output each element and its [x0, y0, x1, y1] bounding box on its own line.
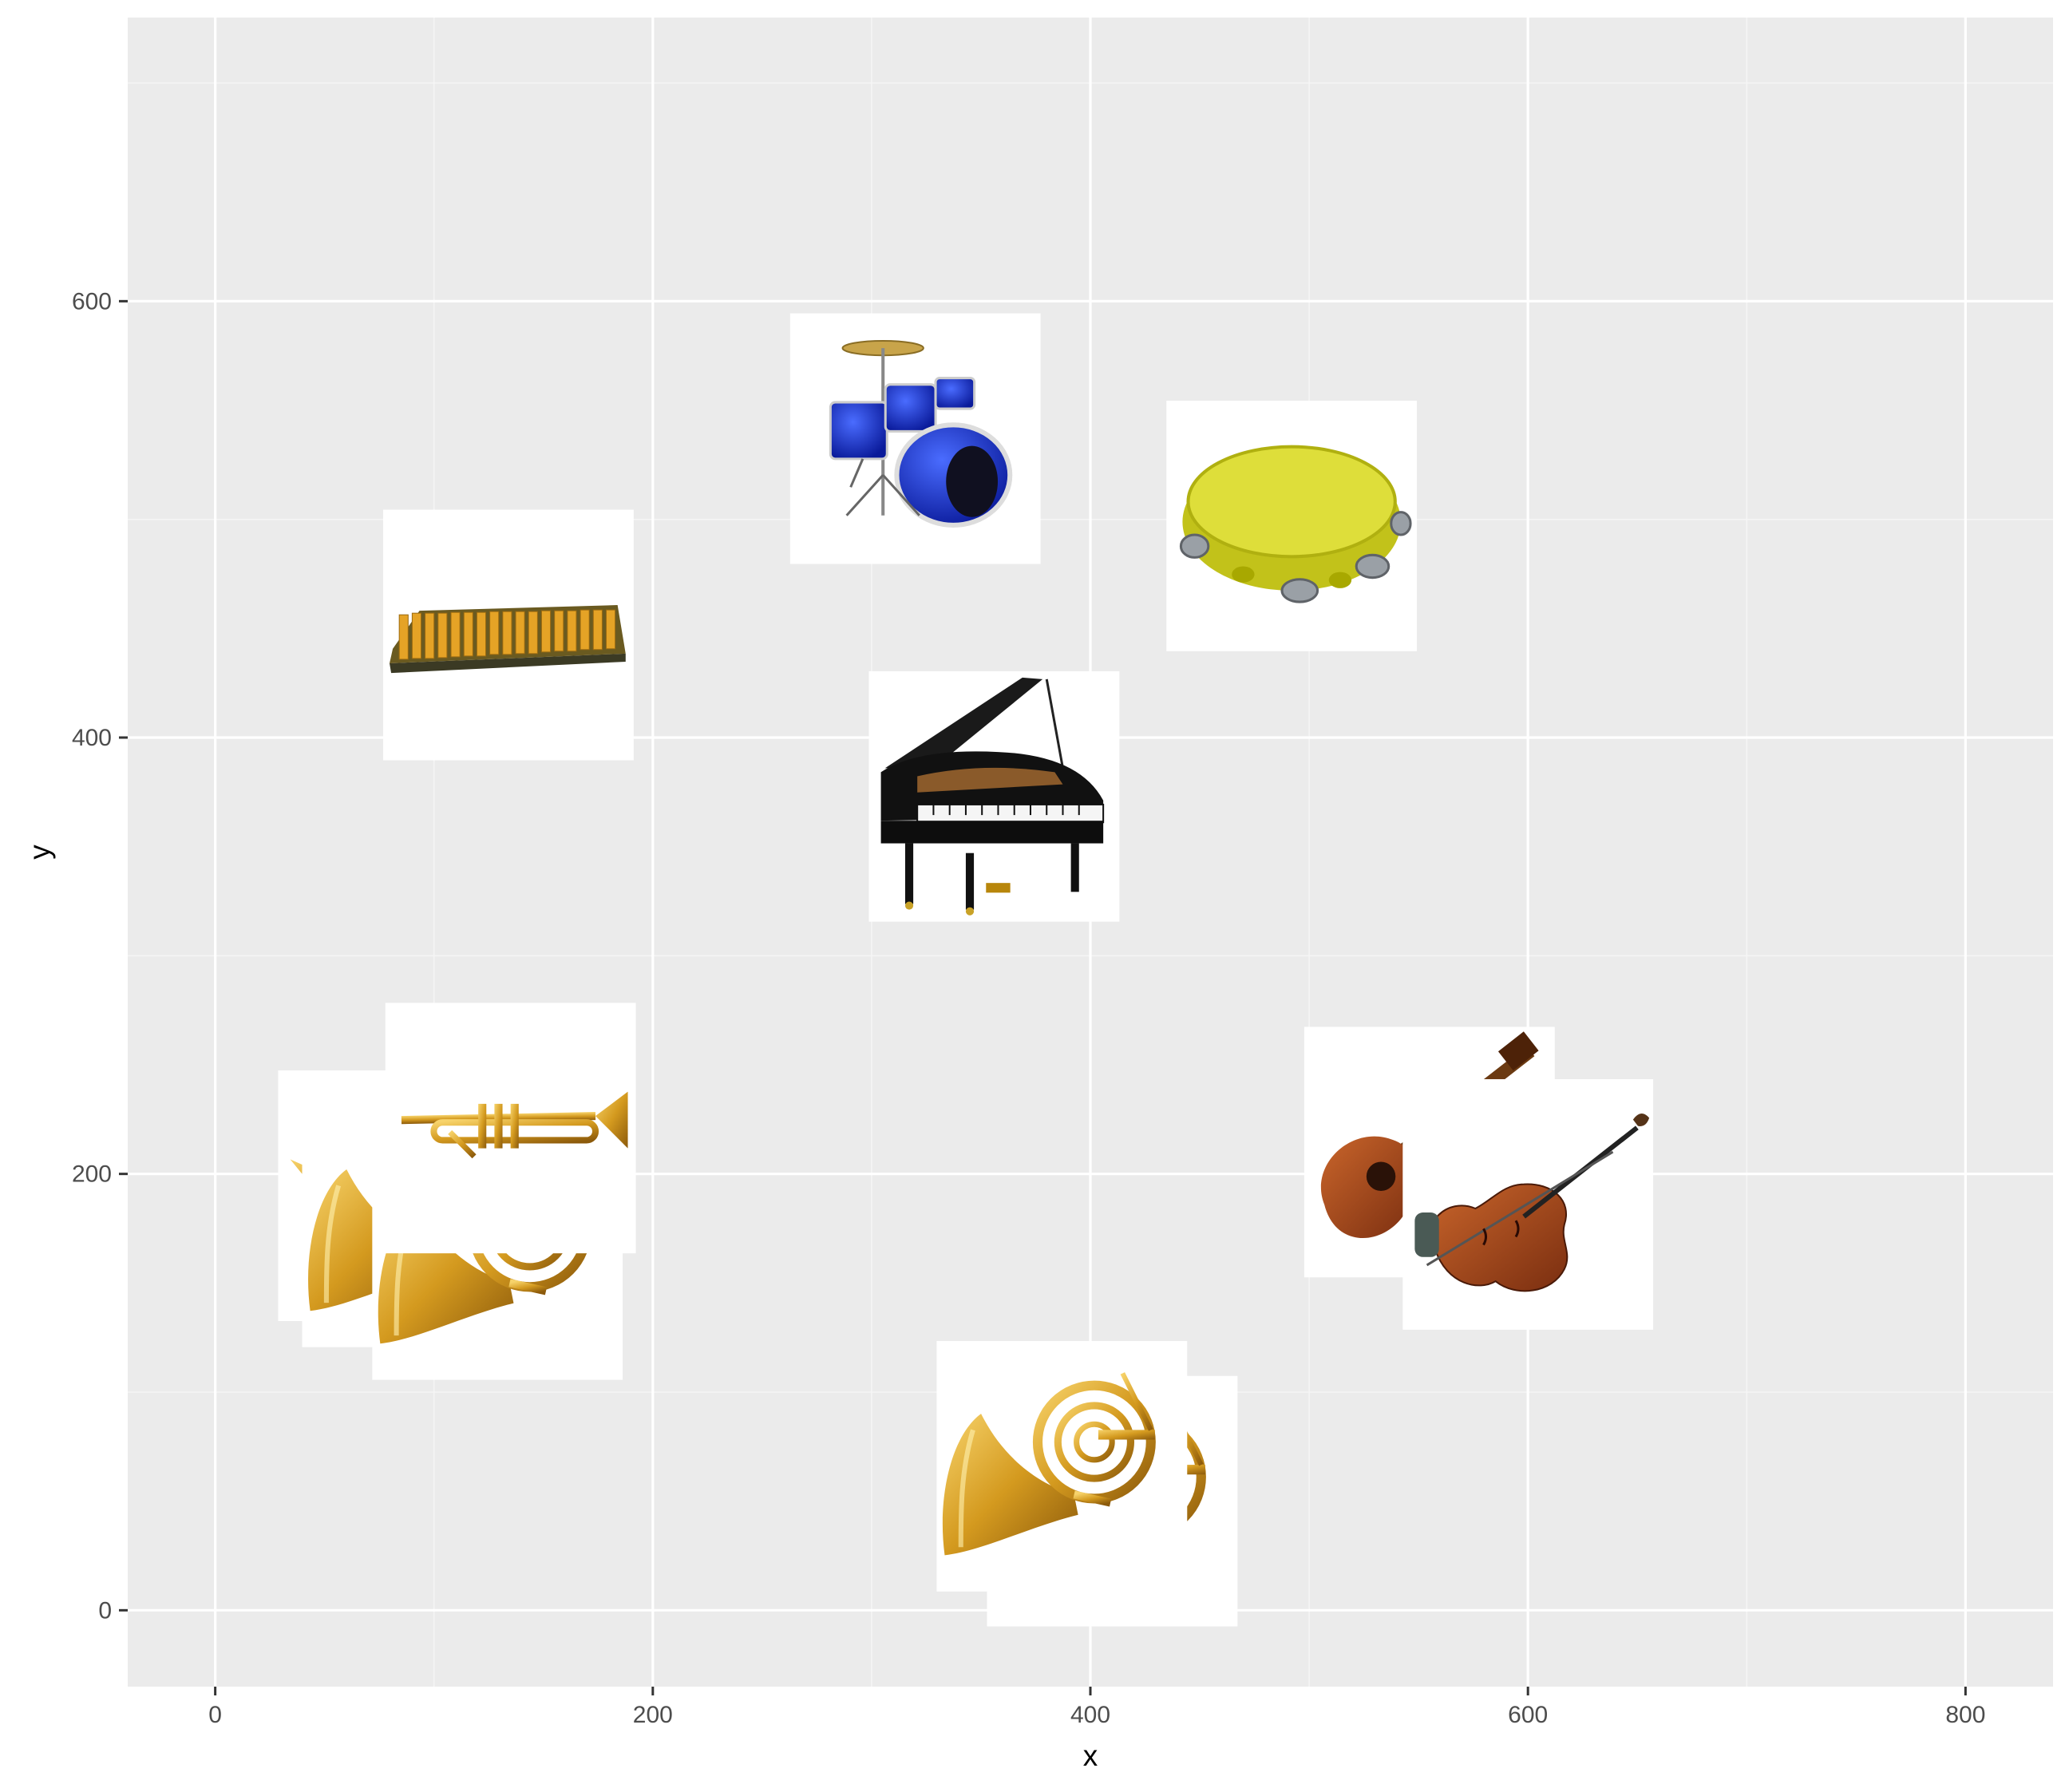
- violin-icon: [1402, 1079, 1653, 1330]
- x-axis-title: x: [1083, 1739, 1098, 1772]
- x-tick-label: 800: [1945, 1702, 1985, 1728]
- trumpet-icon: [386, 1003, 636, 1253]
- x-tick-label: 0: [208, 1702, 222, 1728]
- y-tick-label: 400: [72, 725, 112, 751]
- x-tick-label: 600: [1508, 1702, 1548, 1728]
- xylophone-icon: [382, 509, 634, 761]
- axes: 0 200 400 600 800 0 200 400 600: [72, 288, 1985, 1728]
- y-axis-title: y: [23, 845, 56, 860]
- plot-panel: [128, 18, 2053, 1687]
- y-tick-label: 600: [72, 288, 112, 314]
- tambourine-icon: [1166, 401, 1417, 651]
- drum-kit-icon: [790, 314, 1041, 564]
- x-tick-label: 400: [1070, 1702, 1110, 1728]
- x-tick-label: 200: [633, 1702, 673, 1728]
- y-tick-label: 200: [72, 1161, 112, 1188]
- grand-piano-icon: [868, 671, 1120, 922]
- y-tick-label: 0: [98, 1597, 112, 1624]
- horn-icon: [936, 1341, 1187, 1592]
